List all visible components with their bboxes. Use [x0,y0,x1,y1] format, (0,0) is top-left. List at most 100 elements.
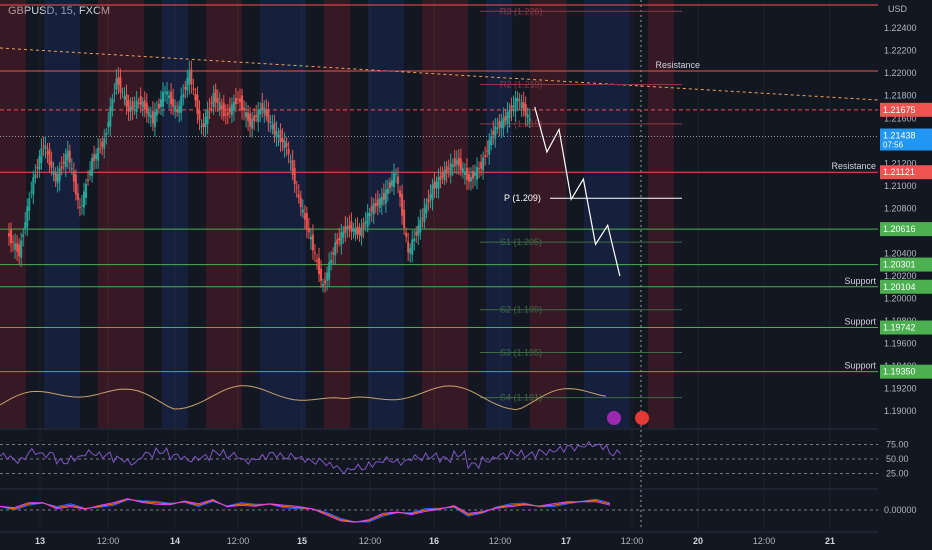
candle-body [58,168,61,182]
candle-body [348,225,351,229]
candle-body [472,171,474,179]
candle-body [249,113,252,127]
support-price-text: 1.19742 [883,323,916,333]
candle-body [370,205,373,212]
candle-body [245,112,248,118]
candle-body [478,168,481,170]
candle-body [435,181,438,188]
candle-body [305,212,308,230]
candle-body [522,101,525,112]
candle-body [297,194,300,198]
candle-body [344,225,347,233]
candle-body [12,241,15,243]
candle-body [36,167,39,169]
candle-body [172,98,175,107]
candle-body [417,225,420,236]
last-price-tag [880,128,932,151]
time-tick-label: 12:00 [227,536,250,546]
candle-body [482,157,485,171]
candle-body [313,252,316,254]
candle-body [528,118,531,121]
candle-body [374,202,377,207]
candle-body [222,102,225,116]
candle-body [78,206,81,208]
candle-body [311,234,314,251]
time-tick-label: 12:00 [621,536,644,546]
candle-body [178,105,181,114]
candle-body [439,176,442,180]
candle-body [251,118,254,129]
candle-body [322,283,325,286]
candle-body [516,98,519,102]
projection-path [534,106,621,277]
candle-body [32,177,35,195]
candle-body [64,153,67,168]
last-price-text: 1.21438 [883,131,916,141]
event-bolt-icon[interactable] [607,411,621,425]
price-tick-label: 1.22400 [884,23,917,33]
candle-body [10,229,13,244]
candle-body [342,231,345,238]
candle-body [210,102,213,104]
candle-body [247,112,250,121]
candle-body [362,222,365,229]
candle-body [419,219,422,233]
candle-body [395,173,398,175]
session-band [584,0,630,428]
candle-body [459,158,462,171]
candle-body [518,99,521,101]
candle-body [407,241,410,253]
candle-body [273,122,276,135]
candle-body [119,77,122,93]
price-tick-label: 1.22000 [884,68,917,78]
session-band [98,0,144,428]
candle-body [105,133,108,136]
candle-body [170,91,173,105]
price-tick-label: 1.21800 [884,91,917,101]
candle-body [180,96,183,113]
candle-body [208,108,211,110]
candle-body [449,163,452,176]
candle-body [433,181,436,189]
candle-body [62,161,65,164]
candle-body [220,105,223,110]
candle-body [196,94,199,115]
candle-body [480,161,483,169]
session-band [260,0,306,428]
support-price-text: 1.20616 [883,224,916,234]
candle-body [54,172,57,181]
candle-body [405,232,408,237]
candle-body [188,70,191,85]
candle-body [295,186,298,188]
candle-body [380,197,383,205]
candle-body [8,233,11,237]
candle-body [397,176,400,184]
time-tick-label: 20 [693,536,703,546]
candle-body [109,106,112,127]
candle-body [512,105,515,107]
candle-body [378,198,381,208]
candle-body [157,103,160,109]
candle-body [103,138,106,149]
candle-body [80,204,83,206]
session-band [44,0,80,428]
candle-body [263,107,266,114]
candle-body [465,168,468,180]
candle-body [159,99,162,107]
candle-body [328,262,331,280]
time-tick-label: 14 [170,536,180,546]
candle-body [68,150,71,163]
candle-body [232,102,235,111]
candle-body [275,131,278,138]
event-flag-icon[interactable] [635,411,649,425]
pivot-label: S1 (1.205) [500,237,542,247]
candle-body [253,115,256,121]
candle-body [153,112,156,128]
candle-body [366,213,369,228]
candle-body [137,103,140,105]
candle-body [411,239,414,255]
candle-body [372,203,375,215]
candle-body [131,101,134,110]
candle-body [514,98,517,112]
